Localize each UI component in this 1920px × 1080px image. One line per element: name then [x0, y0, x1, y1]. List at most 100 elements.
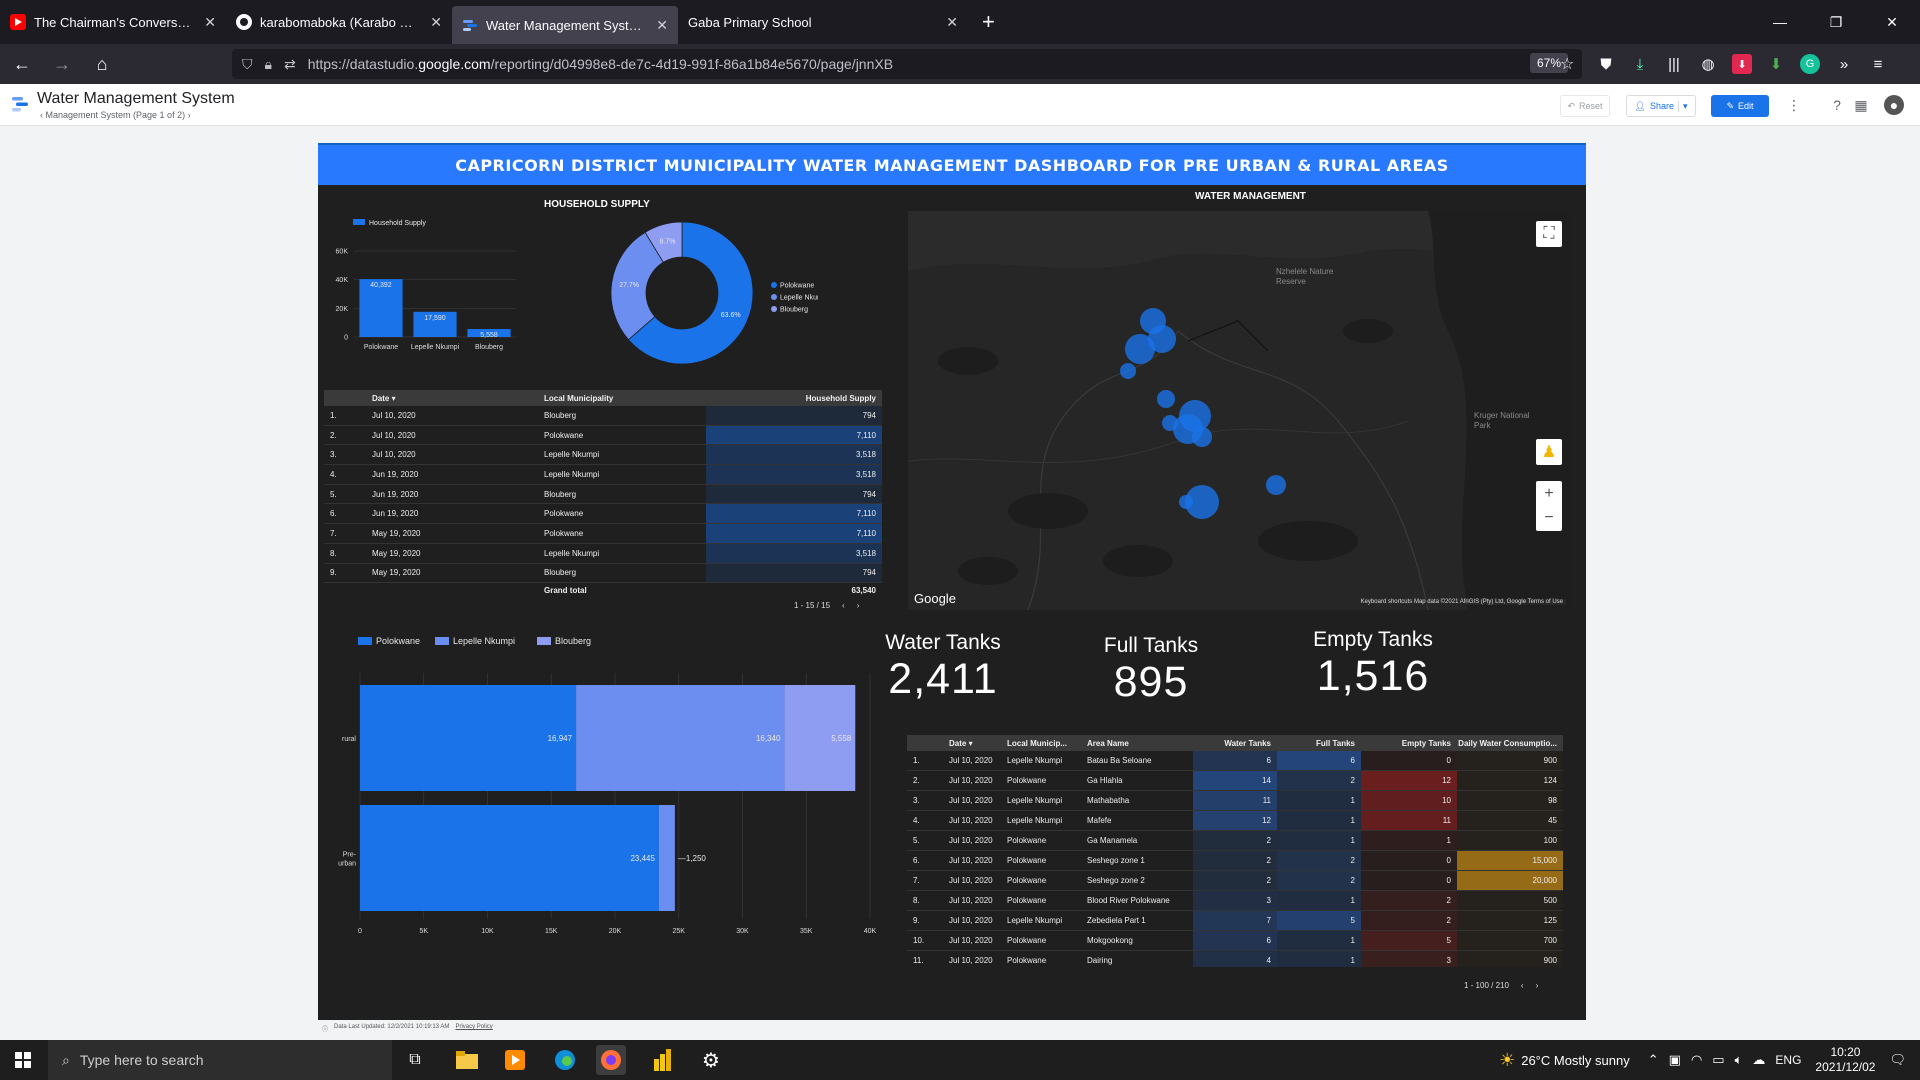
- col-date[interactable]: Date ▾: [372, 393, 396, 403]
- table-row[interactable]: 7. May 19, 2020 Polokwane 7,110: [324, 524, 882, 544]
- table-row[interactable]: 1. Jul 10, 2020 Lepelle Nkumpi Batau Ba Sel…: [907, 751, 1563, 771]
- shield-icon[interactable]: ⛉: [242, 55, 253, 72]
- wifi-icon[interactable]: ◠: [1690, 1052, 1703, 1067]
- close-icon[interactable]: ✕: [946, 13, 958, 30]
- table-row[interactable]: 10. Jul 10, 2020 Polokwane Mokgookong 6 1 5 700: [907, 931, 1563, 951]
- settings-gear-icon[interactable]: ⚙: [702, 1049, 720, 1072]
- fullscreen-icon[interactable]: ⛶: [1536, 221, 1562, 247]
- table-row[interactable]: 3. Jul 10, 2020 Lepelle Nkumpi Mathabatha 11…: [907, 791, 1563, 811]
- volume-icon[interactable]: 🔈︎: [1734, 1052, 1743, 1067]
- apps-icon[interactable]: ▦: [1854, 96, 1868, 113]
- street-view-pegman-icon[interactable]: ♟: [1536, 439, 1562, 465]
- col-empty-tanks[interactable]: Empty Tanks: [1401, 738, 1451, 748]
- url-text[interactable]: https://datastudio.google.com/reporting/…: [307, 56, 894, 72]
- menu-icon[interactable]: ≡: [1873, 55, 1883, 73]
- close-window-icon[interactable]: ✕: [1886, 13, 1898, 30]
- col-full-tanks[interactable]: Full Tanks: [1316, 738, 1355, 748]
- file-explorer-icon[interactable]: [452, 1045, 482, 1075]
- col-water-tanks[interactable]: Water Tanks: [1224, 738, 1271, 748]
- map-bubble[interactable]: [1185, 485, 1219, 519]
- forward-icon[interactable]: →: [53, 53, 71, 74]
- table-row[interactable]: 8. Jul 10, 2020 Polokwane Blood River Polok…: [907, 891, 1563, 911]
- more-vert-icon[interactable]: ⋮: [1787, 96, 1801, 113]
- map-bubble[interactable]: [1120, 363, 1136, 379]
- chevron-down-icon[interactable]: ▾: [1677, 100, 1688, 112]
- tab-youtube[interactable]: The Chairman's Conversation w ✕: [0, 0, 226, 44]
- task-view-icon[interactable]: ⧉: [409, 1051, 421, 1068]
- water-management-map[interactable]: Nzhelele Nature Reserve Kruger National …: [908, 211, 1572, 610]
- map-bubble[interactable]: [1266, 475, 1286, 495]
- chevron-up-icon[interactable]: ⌃: [1647, 1052, 1659, 1067]
- table-row[interactable]: 4. Jun 19, 2020 Lepelle Nkumpi 3,518: [324, 465, 882, 485]
- data-studio-logo-icon[interactable]: [10, 94, 30, 114]
- table-row[interactable]: 5. Jun 19, 2020 Blouberg 794: [324, 484, 882, 505]
- lock-icon[interactable]: 🔒︎: [264, 55, 272, 72]
- language-indicator[interactable]: ENG: [1775, 1053, 1802, 1067]
- vpn-icon[interactable]: ◍: [1701, 56, 1715, 73]
- power-bi-icon[interactable]: [648, 1045, 678, 1075]
- edit-button[interactable]: ✎ Edit: [1711, 95, 1769, 117]
- table-row[interactable]: 8. May 19, 2020 Lepelle Nkumpi 3,518: [324, 543, 882, 564]
- pocket-icon[interactable]: ⛊: [1600, 55, 1612, 73]
- tab-gaba-primary[interactable]: Gaba Primary School ✕: [678, 0, 968, 44]
- restore-icon[interactable]: ❐: [1829, 13, 1843, 30]
- map-bubble[interactable]: [1148, 325, 1176, 353]
- onedrive-icon[interactable]: ☁: [1752, 1052, 1766, 1067]
- avatar[interactable]: ●: [1884, 95, 1904, 115]
- privacy-policy-link[interactable]: Privacy Policy: [455, 1024, 493, 1030]
- chevron-left-icon[interactable]: ‹: [1520, 981, 1524, 990]
- permissions-icon[interactable]: ⇄: [283, 55, 296, 72]
- col-municipality[interactable]: Local Municip...: [1007, 738, 1068, 748]
- media-player-icon[interactable]: [500, 1045, 530, 1075]
- new-tab-icon[interactable]: +: [982, 9, 995, 34]
- firefox-icon[interactable]: [596, 1045, 626, 1075]
- taskbar-search[interactable]: ⌕ Type here to search: [48, 1040, 392, 1080]
- more-tools-icon[interactable]: »: [1839, 55, 1849, 73]
- tab-water-management[interactable]: Water Management System - M ✕: [452, 6, 678, 44]
- table-row[interactable]: 2. Jul 10, 2020 Polokwane 7,110: [324, 425, 882, 446]
- battery-icon[interactable]: ▭: [1712, 1052, 1725, 1067]
- map-bubble[interactable]: [1125, 334, 1155, 364]
- clock[interactable]: 10:20 2021/12/02: [1815, 1045, 1875, 1075]
- minimize-icon[interactable]: —: [1773, 14, 1787, 30]
- url-bar[interactable]: ⛉ 🔒︎ ⇄ https://datastudio.google.com/rep…: [232, 49, 1582, 79]
- windows-start-icon[interactable]: [8, 1045, 38, 1075]
- grammarly-icon[interactable]: G: [1800, 54, 1820, 74]
- map-bubble[interactable]: [1179, 495, 1193, 509]
- map-attribution[interactable]: Keyboard shortcuts Map data ©2021 AfriGI…: [1357, 599, 1566, 605]
- col-municipality[interactable]: Local Municipality: [544, 393, 614, 403]
- table-row[interactable]: 6. Jun 19, 2020 Polokwane 7,110: [324, 504, 882, 525]
- col-date[interactable]: Date ▾: [949, 738, 973, 748]
- col-daily-consumption[interactable]: Daily Water Consumptio...: [1458, 738, 1557, 748]
- reset-button[interactable]: ↶ Reset: [1560, 95, 1610, 117]
- close-icon[interactable]: ✕: [204, 13, 216, 30]
- table-row[interactable]: 9. Jul 10, 2020 Lepelle Nkumpi Zebediela Pa…: [907, 911, 1563, 931]
- chevron-right-icon[interactable]: ›: [856, 601, 860, 610]
- table-row[interactable]: 3. Jul 10, 2020 Lepelle Nkumpi 3,518: [324, 445, 882, 466]
- page-navigator[interactable]: ‹ Management System (Page 1 of 2) ›: [40, 110, 191, 120]
- map-bubble[interactable]: [1192, 427, 1212, 447]
- close-icon[interactable]: ✕: [430, 13, 442, 30]
- page-scrollbar[interactable]: [1906, 126, 1920, 1040]
- table-row[interactable]: 1. Jul 10, 2020 Blouberg 794: [324, 406, 882, 426]
- weather-text[interactable]: 26°C Mostly sunny: [1521, 1052, 1630, 1068]
- back-icon[interactable]: ←: [13, 53, 31, 74]
- help-icon[interactable]: ?: [1833, 97, 1841, 113]
- zoom-in-icon[interactable]: +: [1544, 485, 1554, 502]
- tab-github[interactable]: karabomaboka (Karabo Mabok ✕: [226, 0, 452, 44]
- chevron-left-icon[interactable]: ‹: [842, 601, 845, 610]
- close-icon[interactable]: ✕: [656, 16, 668, 33]
- zoom-level[interactable]: 67%: [1529, 53, 1568, 73]
- library-icon[interactable]: |||: [1668, 55, 1680, 73]
- chevron-right-icon[interactable]: ›: [1535, 981, 1539, 990]
- table-row[interactable]: 2. Jul 10, 2020 Polokwane Ga Hlahla 14 2 12 124: [907, 771, 1563, 791]
- table-row[interactable]: 11. Jul 10, 2020 Polokwane Dairing 4 1 3 900: [907, 951, 1563, 967]
- zoom-out-icon[interactable]: −: [1544, 509, 1554, 526]
- table-row[interactable]: 9. May 19, 2020 Blouberg 794: [324, 563, 882, 584]
- meet-now-icon[interactable]: ▣: [1668, 1052, 1681, 1067]
- extension-red-icon[interactable]: ⬇: [1732, 54, 1752, 74]
- col-area-name[interactable]: Area Name: [1087, 738, 1129, 748]
- edge-icon[interactable]: [550, 1045, 580, 1075]
